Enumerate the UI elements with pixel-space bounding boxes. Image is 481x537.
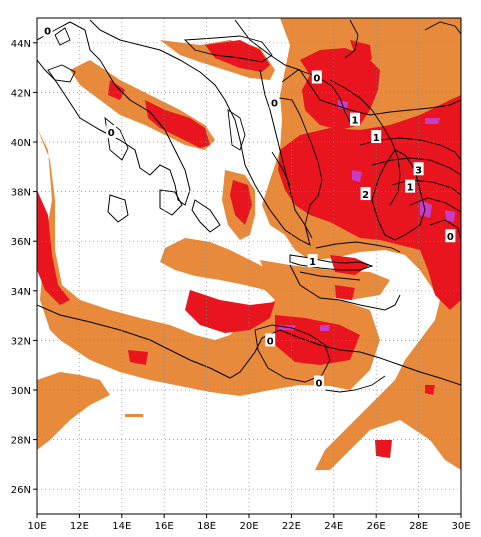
contour-lines — [47, 19, 461, 393]
precip-high-region — [278, 100, 455, 331]
x-axis: 10E 12E 14E 16E 18E 20E 22E 24E 26E 28E 30E — [27, 514, 471, 532]
y-tick-label: 42N — [11, 88, 31, 99]
x-tick-label: 18E — [197, 521, 216, 532]
contour-label: 0 — [269, 95, 280, 109]
contour-label-text: 0 — [313, 74, 320, 85]
y-tick-label: 44N — [11, 39, 31, 50]
x-tick-label: 30E — [451, 521, 470, 532]
contour-label-text: 1 — [309, 257, 316, 268]
contour-label-text: 0 — [271, 98, 278, 109]
y-tick-label: 28N — [11, 436, 31, 447]
contour-label: 2 — [360, 187, 371, 201]
y-tick-label: 32N — [11, 336, 31, 347]
x-tick-label: 26E — [367, 521, 386, 532]
precip-mid-region — [37, 40, 461, 458]
contour-label-text: 3 — [415, 165, 422, 176]
contour-label: 0 — [265, 333, 276, 347]
contour-label-text: 0 — [108, 128, 115, 139]
x-tick-label: 12E — [70, 521, 89, 532]
x-tick-label: 10E — [27, 521, 46, 532]
y-tick-label: 34N — [11, 287, 31, 298]
contour-label: 0 — [311, 70, 322, 85]
contour-label: 0 — [445, 229, 456, 243]
contour-label: 1 — [307, 254, 318, 268]
contour-label-text: 1 — [407, 183, 414, 194]
x-tick-label: 28E — [409, 521, 428, 532]
y-tick-label: 40N — [11, 138, 31, 149]
contour-label: 0 — [106, 125, 117, 139]
x-tick-label: 22E — [282, 521, 301, 532]
contour-label-text: 0 — [315, 379, 322, 390]
y-tick-label: 36N — [11, 237, 31, 248]
x-tick-label: 20E — [239, 521, 258, 532]
contour-label: 1 — [350, 112, 360, 127]
coastlines — [37, 19, 461, 386]
contour-label: 1 — [405, 179, 416, 194]
x-tick-label: 24E — [324, 521, 343, 532]
contour-label: 1 — [371, 130, 382, 144]
contour-label-text: 0 — [447, 232, 454, 243]
x-tick-label: 16E — [155, 521, 174, 532]
y-axis: 26N 28N 30N 32N 34N 36N 38N 40N 42N 44N — [11, 39, 37, 496]
contour-label-text: 2 — [362, 190, 369, 201]
contour-label: 0 — [42, 23, 53, 37]
y-tick-label: 30N — [11, 386, 31, 397]
y-tick-label: 38N — [11, 188, 31, 199]
map-plot-area — [37, 18, 461, 514]
contour-label-text: 1 — [352, 116, 359, 127]
contour-label: 3 — [413, 162, 424, 176]
contour-label-text: 1 — [373, 133, 380, 144]
grid-lines — [37, 18, 461, 514]
y-tick-label: 26N — [11, 485, 31, 496]
contour-label-text: 0 — [267, 336, 274, 347]
contour-label: 0 — [313, 375, 324, 390]
contour-label-text: 0 — [44, 26, 51, 37]
x-tick-label: 14E — [112, 521, 131, 532]
